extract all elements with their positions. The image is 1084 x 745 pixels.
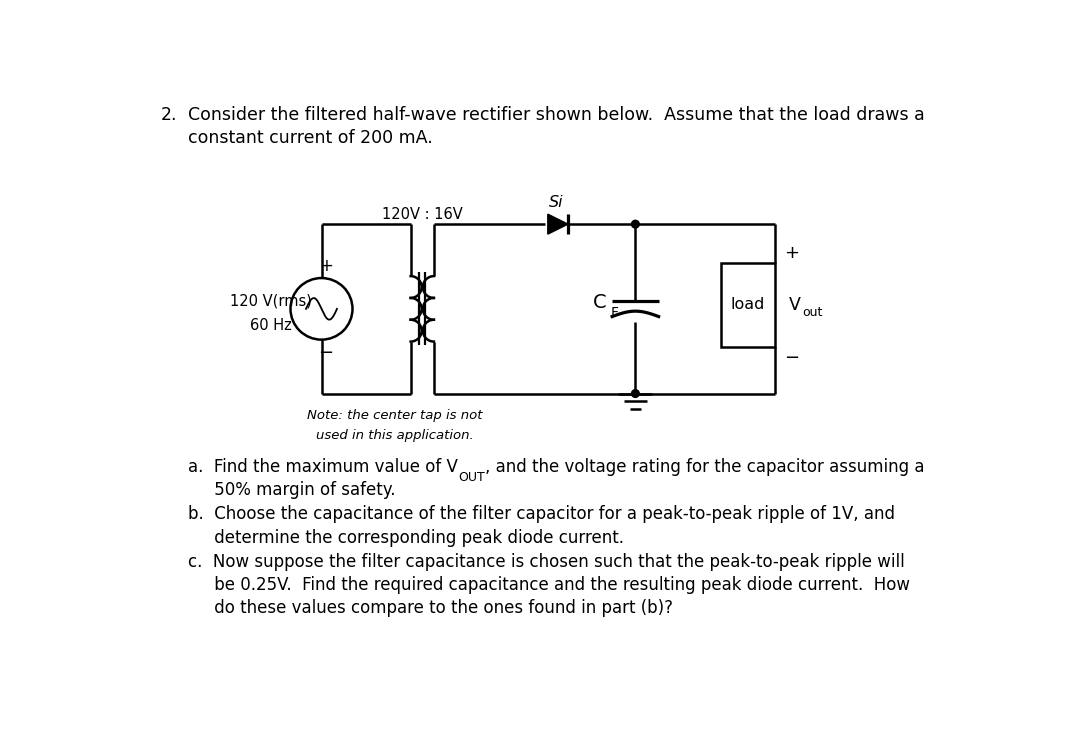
FancyBboxPatch shape: [721, 263, 775, 347]
Text: C: C: [593, 294, 606, 312]
Text: c.  Now suppose the filter capacitance is chosen such that the peak-to-peak ripp: c. Now suppose the filter capacitance is…: [189, 554, 905, 571]
Text: −: −: [785, 349, 800, 367]
Text: −: −: [319, 344, 334, 362]
Text: determine the corresponding peak diode current.: determine the corresponding peak diode c…: [189, 528, 624, 547]
Text: 50% margin of safety.: 50% margin of safety.: [189, 481, 396, 499]
Text: +: +: [319, 257, 333, 275]
Text: Consider the filtered half-wave rectifier shown below.  Assume that the load dra: Consider the filtered half-wave rectifie…: [189, 106, 925, 124]
Text: b.  Choose the capacitance of the filter capacitor for a peak-to-peak ripple of : b. Choose the capacitance of the filter …: [189, 505, 895, 524]
Text: 60 Hz: 60 Hz: [250, 318, 292, 333]
Text: 120V : 16V: 120V : 16V: [382, 206, 463, 222]
Polygon shape: [547, 214, 568, 234]
Circle shape: [632, 221, 640, 228]
Text: used in this application.: used in this application.: [317, 428, 474, 442]
Text: out: out: [802, 306, 823, 319]
Text: F: F: [610, 306, 619, 320]
Text: do these values compare to the ones found in part (b)?: do these values compare to the ones foun…: [189, 600, 673, 618]
Text: be 0.25V.  Find the required capacitance and the resulting peak diode current.  : be 0.25V. Find the required capacitance …: [189, 577, 911, 595]
Text: +: +: [785, 244, 799, 262]
Text: a.  Find the maximum value of V: a. Find the maximum value of V: [189, 457, 459, 476]
Text: 2.: 2.: [160, 106, 177, 124]
Text: Note: the center tap is not: Note: the center tap is not: [308, 408, 482, 422]
Text: OUT: OUT: [459, 472, 485, 484]
Text: , and the voltage rating for the capacitor assuming a: , and the voltage rating for the capacit…: [485, 457, 925, 476]
Text: load: load: [731, 297, 765, 312]
Text: V: V: [789, 296, 801, 314]
Circle shape: [632, 390, 640, 397]
Text: Si: Si: [549, 195, 564, 210]
Text: 120 V(rms): 120 V(rms): [230, 294, 312, 308]
Text: constant current of 200 mA.: constant current of 200 mA.: [189, 129, 433, 147]
